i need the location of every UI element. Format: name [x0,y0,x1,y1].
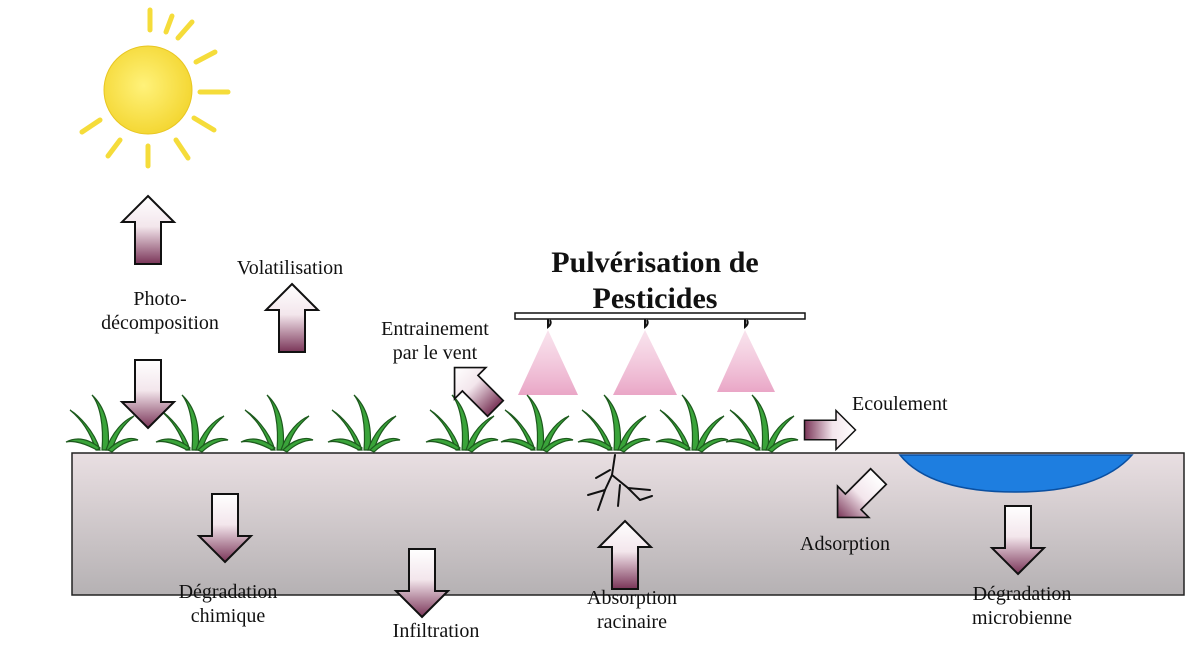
label: chimique [191,605,266,627]
label: Infiltration [393,620,480,642]
label: Dégradation [179,581,278,603]
label: Ecoulement [852,393,948,415]
diagram: Pulvérisation dePesticides Photo-décompos… [0,0,1201,646]
title: Pesticides [593,282,718,315]
label: Photo- [133,288,186,310]
sun [82,10,228,166]
label: Dégradation [973,583,1072,605]
label: par le vent [393,342,478,364]
label: Adsorption [800,533,890,555]
sprayer [515,313,805,395]
label: Volatilisation [237,257,343,279]
label: racinaire [597,611,667,633]
title: Pulvérisation de [551,246,759,279]
label: décomposition [101,312,219,334]
plants [66,395,798,452]
label: Entrainement [381,318,489,340]
label: Absorption [587,587,677,609]
label: microbienne [972,607,1072,629]
